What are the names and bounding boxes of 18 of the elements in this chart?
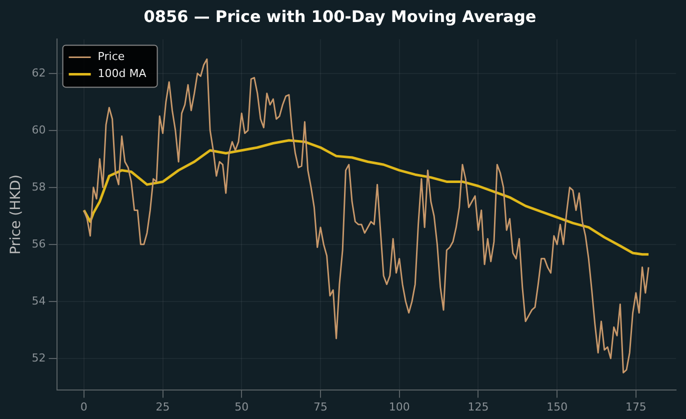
x-tick-label: 100 bbox=[388, 400, 410, 414]
chart-title: 0856 — Price with 100-Day Moving Average bbox=[144, 6, 536, 26]
x-tick-label: 25 bbox=[156, 400, 170, 414]
x-tick-label: 50 bbox=[234, 400, 249, 414]
x-tick-label: 0 bbox=[80, 400, 88, 414]
legend-label: Price bbox=[98, 50, 125, 64]
x-tick-label: 150 bbox=[546, 400, 568, 414]
x-tick-label: 75 bbox=[314, 400, 328, 414]
y-tick-label: 62 bbox=[32, 66, 46, 80]
y-tick-label: 60 bbox=[32, 123, 46, 136]
y-axis-title: Price (HKD) bbox=[8, 174, 24, 255]
x-tick-label: 175 bbox=[625, 400, 646, 414]
legend-label: 100d MA bbox=[98, 67, 147, 80]
y-tick-label: 52 bbox=[32, 351, 46, 364]
y-tick-label: 58 bbox=[32, 180, 46, 194]
y-tick-label: 54 bbox=[32, 294, 46, 308]
x-tick-label: 125 bbox=[468, 400, 489, 414]
y-tick-label: 56 bbox=[32, 237, 46, 250]
